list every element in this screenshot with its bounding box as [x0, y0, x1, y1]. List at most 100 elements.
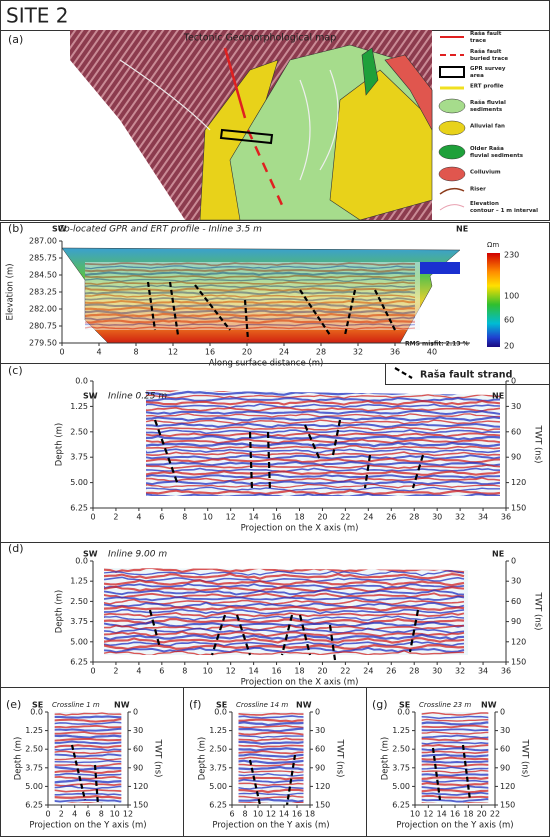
reflector [85, 267, 415, 273]
reflector [85, 297, 416, 302]
reflector [421, 712, 489, 716]
reflector [104, 608, 465, 615]
fault-strand [153, 419, 180, 486]
fault-legend-symbol [394, 367, 413, 379]
radargram [238, 712, 304, 803]
x-tick-label: 4 [136, 667, 141, 676]
legend-label: ERT profile [470, 84, 504, 90]
x-tick-label: 14 [437, 810, 447, 819]
title-box [0, 0, 550, 31]
x-tick-label: 30 [432, 513, 442, 522]
legend-symbol [438, 166, 466, 182]
y-tick-label: 282.00 [29, 305, 57, 314]
reflector [54, 788, 122, 793]
y-tick-label: 2.50 [209, 745, 227, 754]
y-axis-label: Depth (m) [381, 737, 391, 781]
y-tick-label: 5.00 [209, 782, 227, 791]
x-tick-label: 32 [353, 348, 363, 357]
y2-tick-label: 30 [500, 726, 510, 735]
reflector [421, 788, 489, 794]
panel-label: (c) [8, 364, 23, 377]
y-tick-label: 5.00 [392, 782, 410, 791]
reflector [104, 611, 465, 618]
x-tick-label: 8 [99, 810, 104, 819]
reflector [104, 627, 465, 634]
misfit: RMS misfit: 2.13 % [405, 341, 469, 348]
y-tick-label: 1.25 [70, 402, 88, 411]
y-tick-label: 6.25 [209, 801, 227, 810]
y-tick-label: 1.25 [70, 577, 88, 586]
y2-tick-label: 60 [500, 745, 510, 754]
fault-strand [303, 424, 322, 461]
reflector [146, 483, 500, 489]
y-tick-label: 3.75 [70, 617, 88, 626]
x-tick-label: 0 [90, 667, 95, 676]
reflector [146, 477, 500, 483]
y2-axis-label: TWT (ns) [335, 739, 345, 778]
x-axis-label: Projection on the Y axis (m) [29, 821, 146, 831]
y2-tick-label: 0 [133, 708, 138, 717]
x-tick-label: 14 [279, 810, 289, 819]
x-axis-label: Projection on the X axis (m) [241, 678, 359, 688]
reflector [85, 274, 416, 280]
reflector [104, 585, 465, 593]
reflector [146, 422, 500, 429]
x-tick-label: 12 [423, 810, 433, 819]
reflector [146, 470, 500, 476]
end-label-left: SW [52, 225, 67, 234]
reflector [104, 579, 465, 587]
reflector [54, 747, 122, 752]
x-tick-label: 8 [242, 810, 247, 819]
y-tick-label: 6.25 [70, 658, 88, 667]
reflector [85, 309, 416, 315]
reflector [104, 568, 465, 574]
reflector [85, 265, 415, 270]
x-tick-label: 16 [292, 810, 302, 819]
reflector [85, 293, 416, 299]
reflector [238, 721, 304, 727]
y2-tick-label: 150 [511, 504, 526, 513]
reflector [238, 785, 304, 790]
reflector [104, 601, 465, 609]
legend-symbol [439, 187, 465, 195]
reflector [421, 791, 489, 796]
y2-tick-label: 120 [500, 782, 515, 791]
y2-tick-label: 60 [511, 427, 521, 436]
x-tick-label: 32 [455, 667, 465, 676]
reflector [421, 734, 489, 739]
reflector [104, 624, 465, 631]
x-tick-label: 10 [203, 667, 213, 676]
reflector [421, 721, 489, 726]
y-tick-label: 3.75 [209, 763, 227, 772]
reflector [54, 727, 122, 732]
legend-label: Older Raša fluvial sediments [470, 145, 524, 159]
reflector [238, 776, 304, 781]
y-tick-label: 2.50 [70, 597, 88, 606]
panel-subtitle: Crossline 23 m [419, 701, 471, 709]
y-tick-label: 279.50 [29, 339, 57, 348]
reflector [421, 795, 489, 799]
reflector [54, 802, 122, 803]
reflector [238, 763, 304, 767]
reflector [54, 750, 122, 755]
legend-label: Colluvium [470, 170, 501, 176]
x-tick-label: 24 [363, 513, 373, 522]
x-tick-label: 12 [226, 667, 236, 676]
x-tick-label: 0 [59, 348, 64, 357]
reflector [238, 792, 304, 796]
x-tick-label: 16 [271, 513, 281, 522]
reflector [238, 740, 304, 745]
y-tick-label: 3.75 [70, 453, 88, 462]
reflector [421, 775, 489, 781]
end-label-right: NW [296, 701, 312, 710]
y2-tick-label: 90 [511, 617, 521, 626]
reflector [146, 432, 500, 438]
reflector [421, 766, 489, 771]
reflector [238, 750, 304, 755]
end-label-right: NE [492, 392, 504, 401]
reflector [104, 605, 465, 612]
radargram [421, 712, 489, 803]
x-tick-label: 10 [253, 810, 263, 819]
reflector [146, 480, 500, 486]
reflector [238, 798, 304, 803]
